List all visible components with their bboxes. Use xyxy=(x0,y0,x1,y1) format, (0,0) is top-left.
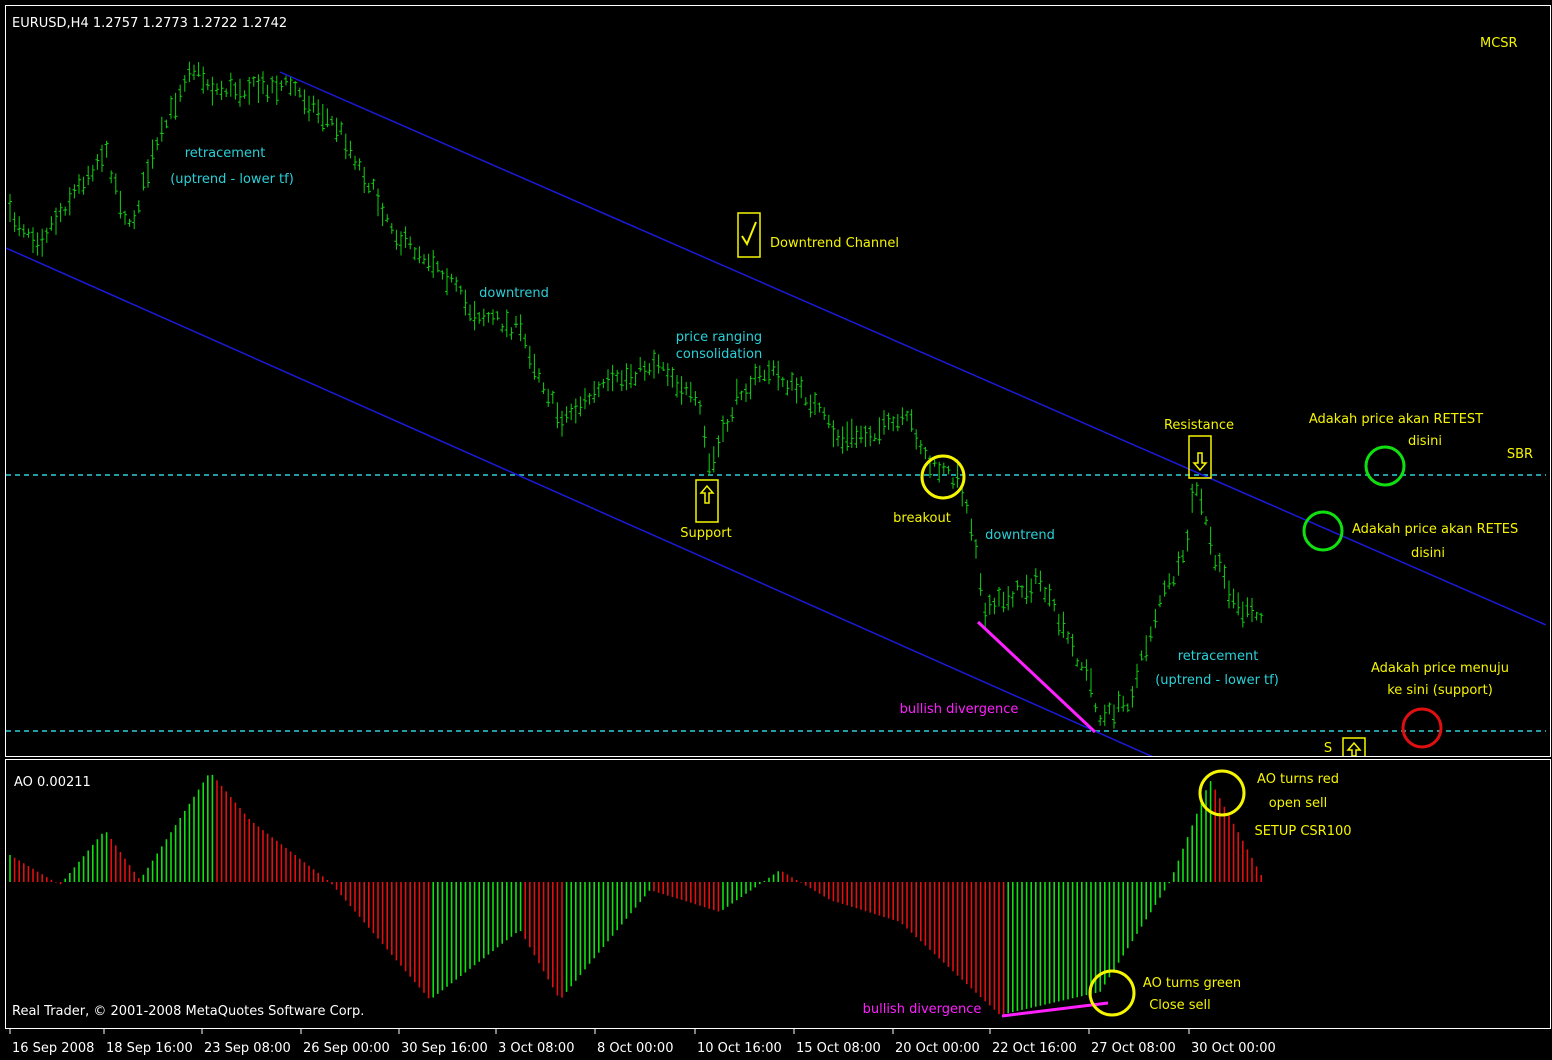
annotation: downtrend xyxy=(479,286,549,301)
time-label: 10 Oct 16:00 xyxy=(697,1041,782,1056)
annotation: S xyxy=(1324,741,1332,756)
time-label: 27 Oct 08:00 xyxy=(1091,1041,1176,1056)
signal-circle xyxy=(1088,969,1136,1017)
annotation: Adakah price akan RETES xyxy=(1352,522,1518,537)
annotation: AO turns green xyxy=(1143,976,1241,991)
channel-lower xyxy=(6,247,1153,756)
time-label: 8 Oct 00:00 xyxy=(597,1041,673,1056)
annotation: Resistance xyxy=(1164,418,1234,433)
annotation: Adakah price akan RETEST xyxy=(1309,412,1483,427)
time-label: 22 Oct 16:00 xyxy=(992,1041,1077,1056)
ao-histogram xyxy=(9,769,1262,1018)
time-label: 26 Sep 00:00 xyxy=(303,1041,390,1056)
annotation: price ranging xyxy=(676,330,762,345)
time-label: 20 Oct 00:00 xyxy=(895,1041,980,1056)
annotation: AO turns red xyxy=(1257,772,1339,787)
time-label: 15 Oct 08:00 xyxy=(796,1041,881,1056)
main-panel xyxy=(5,5,1551,757)
arrow-boxes xyxy=(695,212,1366,756)
annotation: breakout xyxy=(893,511,951,526)
channel-upper xyxy=(279,71,1546,626)
annotation: (uptrend - lower tf) xyxy=(170,172,294,187)
price-bars xyxy=(8,61,1264,729)
annotation: Adakah price menuju xyxy=(1371,661,1509,676)
annotation: Close sell xyxy=(1149,998,1211,1013)
divergence-line xyxy=(976,620,1097,734)
annotation: SBR xyxy=(1507,447,1533,462)
retest-circle xyxy=(1364,445,1406,487)
annotation: ke sini (support) xyxy=(1387,683,1493,698)
annotation: (uptrend - lower tf) xyxy=(1155,673,1279,688)
time-label: 23 Sep 08:00 xyxy=(204,1041,291,1056)
support-circle xyxy=(1401,707,1443,749)
annotation: bullish divergence xyxy=(900,702,1019,717)
annotation: Support xyxy=(680,526,731,541)
annotation: downtrend xyxy=(985,528,1055,543)
price-chart xyxy=(6,61,1546,756)
breakout-circle xyxy=(920,454,966,500)
retest-circle xyxy=(1302,510,1344,552)
annotation: retracement xyxy=(1178,649,1259,664)
annotation: Downtrend Channel xyxy=(770,236,899,251)
ao-up-bars xyxy=(9,774,1212,1014)
copyright: Real Trader, © 2001-2008 MetaQuotes Soft… xyxy=(12,1004,364,1019)
annotation: disini xyxy=(1411,546,1445,561)
time-label: 3 Oct 08:00 xyxy=(498,1041,574,1056)
time-label: 30 Oct 00:00 xyxy=(1191,1041,1276,1056)
signal-circle xyxy=(1198,769,1246,817)
annotation: retracement xyxy=(185,146,266,161)
annotation: open sell xyxy=(1269,796,1328,811)
annotation: bullish divergence xyxy=(863,1002,982,1017)
annotation: consolidation xyxy=(676,347,762,362)
corner-label: MCSR xyxy=(1480,36,1518,51)
ao-down-bars xyxy=(13,780,1262,1015)
symbol-header: EURUSD,H4 1.2757 1.2773 1.2722 1.2742 xyxy=(12,16,287,31)
annotation: disini xyxy=(1408,434,1442,449)
time-label: 30 Sep 16:00 xyxy=(401,1041,488,1056)
time-label: 18 Sep 16:00 xyxy=(106,1041,193,1056)
annotation: SETUP CSR100 xyxy=(1254,824,1351,839)
indicator-label: AO 0.00211 xyxy=(14,775,91,790)
time-label: 16 Sep 2008 xyxy=(12,1041,94,1056)
ao-panel xyxy=(5,759,1551,1029)
divergence-line xyxy=(1001,1001,1109,1018)
